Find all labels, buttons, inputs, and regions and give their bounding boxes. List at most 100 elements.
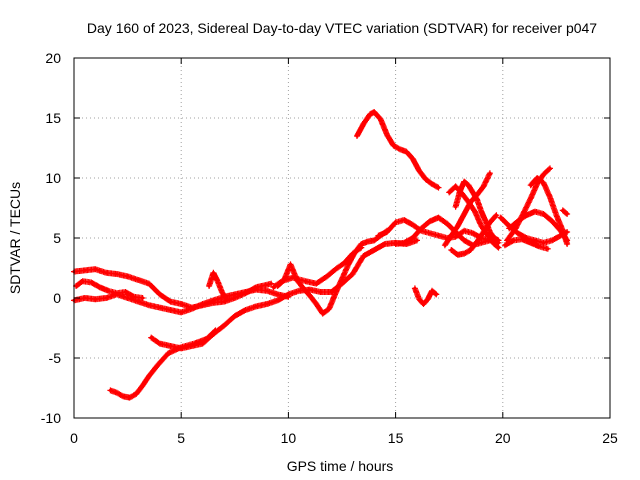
- y-tick-label: -10: [41, 410, 61, 426]
- data-point: [376, 234, 381, 238]
- data-point: [426, 297, 430, 301]
- point-markers: [559, 207, 571, 217]
- data-point: [394, 242, 398, 246]
- data-point: [449, 248, 453, 252]
- data-point: [314, 302, 318, 306]
- data-point: [366, 240, 370, 244]
- data-point: [529, 241, 533, 245]
- data-point: [533, 238, 537, 242]
- data-point: [458, 189, 462, 193]
- data-point: [456, 224, 460, 228]
- data-point: [98, 285, 102, 289]
- data-point: [308, 294, 312, 298]
- data-point: [428, 219, 432, 223]
- data-point: [496, 238, 501, 242]
- data-point: [436, 186, 441, 190]
- data-point: [481, 184, 486, 188]
- data-point: [333, 267, 338, 271]
- data-point: [475, 198, 479, 202]
- data-point: [445, 222, 449, 226]
- data-point: [419, 226, 423, 230]
- data-point: [233, 292, 237, 296]
- x-tick-label: 20: [495, 430, 511, 446]
- data-point: [391, 144, 396, 148]
- data-point: [383, 242, 387, 246]
- data-point: [301, 286, 306, 290]
- data-point: [147, 303, 151, 307]
- data-point: [108, 388, 113, 392]
- data-point: [550, 219, 554, 223]
- data-point: [359, 246, 363, 250]
- data-point: [254, 304, 258, 308]
- data-point: [321, 312, 325, 316]
- data-point: [456, 253, 460, 257]
- data-point: [265, 283, 269, 287]
- data-point: [168, 308, 173, 312]
- data-point: [378, 117, 383, 121]
- data-point: [411, 223, 415, 227]
- x-tick-label: 0: [70, 430, 78, 446]
- series-track-u: [501, 236, 551, 252]
- data-point: [156, 363, 160, 367]
- data-point: [494, 213, 498, 217]
- data-point: [147, 374, 151, 378]
- data-point: [286, 292, 290, 296]
- data-point: [372, 238, 376, 242]
- data-point: [475, 240, 479, 244]
- point-markers: [148, 237, 420, 352]
- data-point: [271, 285, 275, 289]
- data-point: [147, 282, 151, 286]
- point-markers: [107, 327, 219, 401]
- data-point: [115, 391, 119, 395]
- data-point: [402, 241, 406, 245]
- series-track-l: [411, 285, 440, 307]
- data-point: [486, 234, 490, 238]
- data-point: [333, 291, 338, 295]
- data-point: [351, 252, 355, 256]
- data-point: [265, 289, 269, 293]
- data-point: [428, 231, 432, 235]
- data-point: [318, 290, 323, 294]
- data-point: [243, 308, 248, 312]
- y-tick-label: 20: [45, 50, 61, 66]
- data-point: [466, 200, 471, 204]
- data-point: [128, 396, 132, 400]
- data-point: [93, 267, 98, 271]
- data-point: [550, 238, 554, 242]
- y-tick-label: 0: [53, 290, 61, 306]
- data-point: [123, 290, 128, 294]
- axis-tick-labels: 0 5 10 15 20 25 -10 -5 0 5 10 15 20: [41, 50, 618, 446]
- data-point: [346, 262, 351, 266]
- data-point: [479, 241, 483, 245]
- data-point: [471, 231, 475, 235]
- data-point: [141, 384, 145, 388]
- data-point: [149, 336, 153, 340]
- data-point: [447, 190, 451, 194]
- y-tick-label: 15: [45, 110, 61, 126]
- data-point: [484, 219, 488, 223]
- chart-title: Day 160 of 2023, Sidereal Day-to-day VTE…: [87, 20, 597, 36]
- data-point: [411, 236, 415, 240]
- data-point: [355, 134, 359, 138]
- data-point: [327, 307, 331, 311]
- data-point: [297, 289, 301, 293]
- data-point: [134, 392, 138, 396]
- data-point: [269, 282, 273, 286]
- data-point: [430, 289, 434, 293]
- data-point: [471, 190, 475, 194]
- data-point: [126, 274, 130, 278]
- x-axis-label: GPS time / hours: [287, 458, 394, 474]
- data-point: [372, 248, 376, 252]
- data-point: [222, 324, 226, 328]
- data-point: [466, 183, 471, 187]
- data-point: [168, 300, 173, 304]
- data-point: [265, 302, 269, 306]
- data-point: [496, 246, 501, 250]
- data-point: [394, 220, 398, 224]
- data-point: [141, 296, 145, 300]
- data-point: [361, 254, 366, 258]
- data-point: [488, 220, 492, 224]
- data-point: [368, 112, 372, 116]
- data-point: [132, 295, 136, 299]
- data-point: [430, 182, 434, 186]
